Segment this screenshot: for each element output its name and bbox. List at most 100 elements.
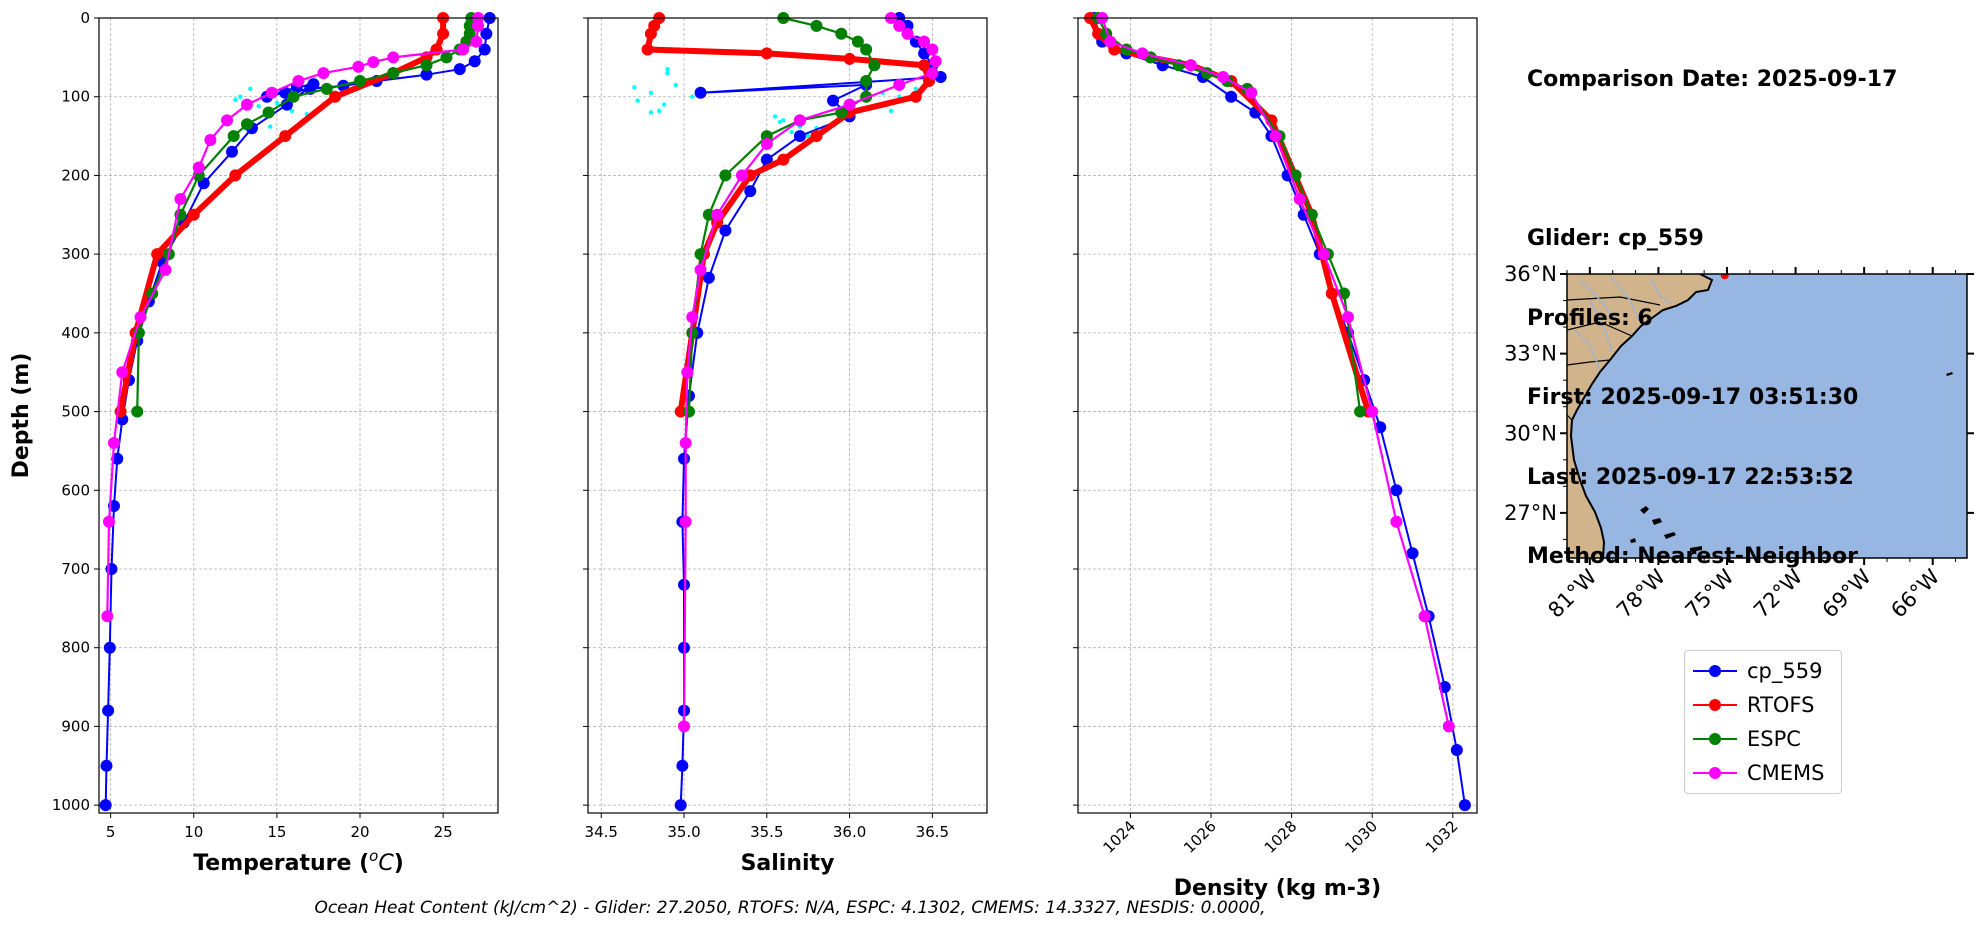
series-point-espc xyxy=(354,74,367,87)
series-line-cmems xyxy=(682,17,937,727)
series-point-cmems xyxy=(265,86,278,99)
x-tick-label: 35.0 xyxy=(667,823,700,841)
raw-point xyxy=(648,90,654,95)
series-point-cmems xyxy=(367,56,380,69)
profile-panels: 5 10 15 20 25 0 100 200 300 400 500 600 700 800 900 100… xyxy=(9,9,1478,901)
series-point-cmems xyxy=(926,67,939,80)
series-point-cmems xyxy=(174,193,187,206)
x-tick-label: 34.5 xyxy=(585,823,618,841)
series-point-cp559 xyxy=(719,224,732,237)
info-panel: Comparison Date: 2025-09-17 Glider: cp_5… xyxy=(1527,14,1897,597)
series-point-espc xyxy=(868,59,881,72)
ocean-heat-content-footer: Ocean Heat Content (kJ/cm^2) - Glider: 2… xyxy=(314,898,1266,918)
map-rivers xyxy=(1574,275,1673,371)
first-time: First: 2025-09-17 03:51:30 xyxy=(1527,385,1859,410)
x-axis-label: Density (kg m-3) xyxy=(1174,876,1382,901)
series-point-espc xyxy=(682,405,695,418)
series-point-espc xyxy=(320,82,333,95)
map-bahamas xyxy=(1630,506,1702,552)
series-point-cp559 xyxy=(1225,90,1238,103)
raw-point xyxy=(289,108,295,114)
x-tick-label: 1028 xyxy=(1261,817,1301,857)
series-point-cmems xyxy=(893,19,906,32)
y-tick-label: 100 xyxy=(61,88,90,106)
series-point-cmems xyxy=(1245,86,1258,99)
series-point-espc xyxy=(702,208,715,221)
series-point-cmems xyxy=(929,55,942,68)
legend: cp_559 RTOFS ESPC CMEMS xyxy=(1684,650,1842,794)
x-tick-label: 15 xyxy=(267,823,286,841)
series-point-rtofs xyxy=(1325,287,1338,300)
y-tick-label: 900 xyxy=(61,717,90,735)
series-point-rtofs xyxy=(843,52,856,65)
series-point-cmems xyxy=(760,137,773,150)
series-point-cmems xyxy=(352,60,365,73)
raw-point xyxy=(656,108,662,114)
series-point-cmems xyxy=(1293,193,1306,206)
series-point-espc xyxy=(810,19,823,32)
raw-point xyxy=(789,129,794,135)
series-point-cp559 xyxy=(744,185,757,198)
series-group xyxy=(99,12,496,812)
raw-point xyxy=(238,94,243,99)
series-point-rtofs xyxy=(229,169,242,182)
series-point-cp559 xyxy=(453,63,466,76)
x-tick-label: 1030 xyxy=(1341,817,1381,857)
series-point-cmems xyxy=(1136,47,1149,60)
series-point-cmems xyxy=(918,35,931,48)
series-point-cmems xyxy=(101,610,114,623)
series-point-cmems xyxy=(681,366,694,379)
legend-label: CMEMS xyxy=(1747,761,1825,785)
panel-frame xyxy=(587,17,988,814)
x-axis-label-text: Temperature ( xyxy=(193,851,369,876)
series-point-espc xyxy=(719,169,732,182)
x-tick-label: 1024 xyxy=(1099,817,1139,857)
series-point-rtofs xyxy=(777,153,790,166)
series-point-cp559 xyxy=(676,759,689,772)
raw-point xyxy=(690,94,695,99)
comparison-date: Comparison Date: 2025-09-17 xyxy=(1527,67,1898,92)
raw-point xyxy=(665,70,670,76)
raw-point xyxy=(665,66,670,72)
series-point-rtofs xyxy=(810,130,823,143)
series-point-rtofs xyxy=(187,208,200,221)
series-point-cp559 xyxy=(478,43,491,56)
series-point-cp559 xyxy=(102,704,115,717)
series-point-cp559 xyxy=(420,68,433,81)
x-tick-label: 20 xyxy=(350,823,369,841)
map-bermuda xyxy=(1946,372,1953,376)
series-point-cmems xyxy=(107,437,120,450)
series-point-espc xyxy=(686,326,699,339)
series-point-cp559 xyxy=(1458,799,1471,812)
series-point-espc xyxy=(835,27,848,40)
series-point-espc xyxy=(262,106,275,119)
series-point-rtofs xyxy=(644,27,657,40)
series-point-cmems xyxy=(102,515,115,528)
legend-entry-cp559: cp_559 xyxy=(1693,656,1822,686)
y-tick-label: 700 xyxy=(61,560,90,578)
series-point-rtofs xyxy=(744,169,757,182)
series-point-cp559 xyxy=(1390,484,1403,497)
x-axis-label-end: ) xyxy=(394,851,404,876)
series-point-cmems xyxy=(1418,610,1431,623)
series-point-cmems xyxy=(457,43,470,56)
series-point-cp559 xyxy=(468,55,481,68)
series-point-cmems xyxy=(1104,35,1117,48)
series-point-cp559 xyxy=(702,271,715,284)
map-land-southeast-us xyxy=(1567,274,1712,558)
series-point-cmems xyxy=(470,35,483,48)
raw-point xyxy=(673,82,678,88)
series-point-cmems xyxy=(317,67,330,80)
series-point-rtofs xyxy=(909,90,922,103)
series-point-cp559 xyxy=(103,641,116,654)
panel-salinity: 34.5 35.0 35.5 36.0 36.5 Salinity xyxy=(583,12,988,876)
series-point-cmems xyxy=(679,437,692,450)
map-frame xyxy=(1566,273,1968,559)
series-point-espc xyxy=(420,59,433,72)
series-point-espc xyxy=(240,118,253,131)
series-point-espc xyxy=(227,130,240,143)
raw-point xyxy=(274,100,280,106)
series-point-cp559 xyxy=(1450,744,1463,757)
series-point-cmems xyxy=(116,366,129,379)
map-lat-label: 27°N xyxy=(1504,501,1557,525)
